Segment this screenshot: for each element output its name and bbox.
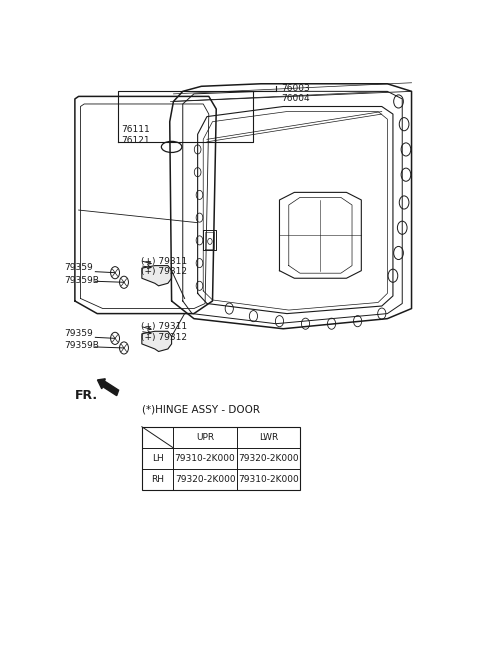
Polygon shape bbox=[142, 331, 172, 352]
Text: (+) 79311
(+) 79312: (+) 79311 (+) 79312 bbox=[141, 322, 187, 342]
Text: 79310-2K000: 79310-2K000 bbox=[238, 476, 299, 484]
Text: 79320-2K000: 79320-2K000 bbox=[175, 476, 235, 484]
Circle shape bbox=[110, 333, 120, 344]
Text: 76111
76121: 76111 76121 bbox=[121, 125, 150, 144]
Text: UPR: UPR bbox=[196, 433, 214, 442]
Text: 79359: 79359 bbox=[64, 329, 93, 338]
Circle shape bbox=[110, 266, 120, 279]
Text: (+) 79311
(+) 79312: (+) 79311 (+) 79312 bbox=[141, 256, 187, 276]
Text: LH: LH bbox=[152, 454, 164, 463]
Text: LWR: LWR bbox=[259, 433, 278, 442]
Text: RH: RH bbox=[151, 476, 164, 484]
Polygon shape bbox=[142, 266, 172, 286]
Text: 76003
76004: 76003 76004 bbox=[281, 84, 310, 103]
Text: (*)HINGE ASSY - DOOR: (*)HINGE ASSY - DOOR bbox=[142, 405, 260, 415]
Text: FR.: FR. bbox=[75, 390, 98, 402]
Text: 79320-2K000: 79320-2K000 bbox=[238, 454, 299, 463]
Bar bbox=[142, 427, 300, 491]
FancyArrow shape bbox=[97, 379, 119, 396]
Text: 79310-2K000: 79310-2K000 bbox=[175, 454, 236, 463]
Circle shape bbox=[120, 342, 129, 354]
Text: 79359B: 79359B bbox=[64, 341, 99, 350]
Text: 79359: 79359 bbox=[64, 263, 93, 272]
Text: 79359B: 79359B bbox=[64, 276, 99, 285]
Circle shape bbox=[120, 276, 129, 289]
